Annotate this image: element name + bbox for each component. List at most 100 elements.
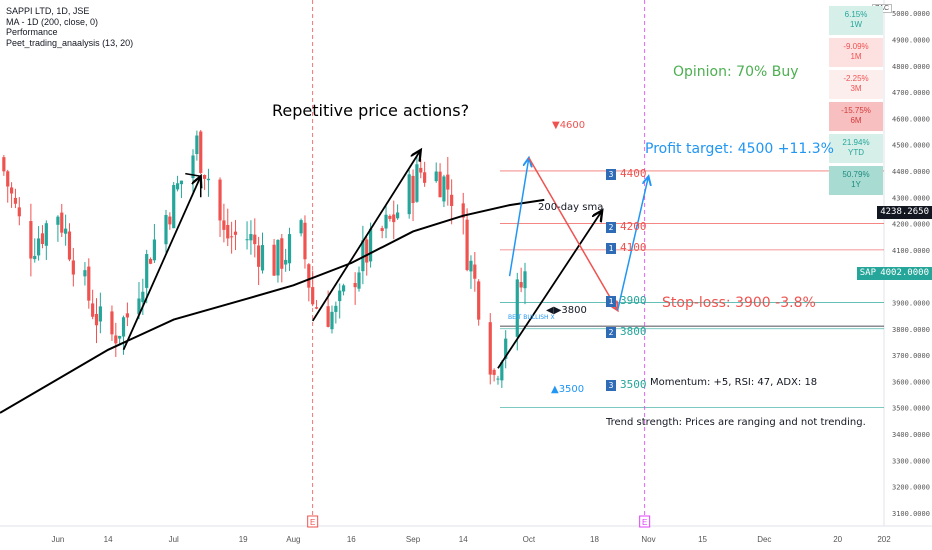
candle-body	[249, 234, 253, 241]
level-4100[interactable]: 1 4100	[606, 241, 647, 254]
candle-body	[411, 175, 415, 203]
candle-body	[164, 215, 168, 245]
candle-body	[388, 215, 392, 219]
candle-body	[98, 306, 102, 322]
candle-body	[450, 194, 454, 206]
trend-strength-annotation[interactable]: Trend strength: Prices are ranging and n…	[606, 417, 866, 428]
candle-body	[141, 291, 145, 303]
trend-arrow	[497, 210, 602, 369]
perf-value: -15.75%	[841, 106, 871, 115]
candle-body	[311, 287, 315, 305]
candle-body	[191, 155, 195, 179]
question-annotation[interactable]: Repetitive price actions?	[272, 101, 470, 120]
y-tick-label: 5000.0000	[892, 10, 930, 18]
candle-body	[330, 311, 334, 330]
momentum-annotation[interactable]: Momentum: +5, RSI: 47, ADX: 18	[650, 377, 818, 388]
projection-up-1	[508, 158, 529, 277]
candle-body	[434, 171, 438, 182]
candle-body	[299, 220, 303, 234]
y-tick-label: 3700.0000	[892, 352, 930, 360]
x-tick-label: Aug	[286, 535, 300, 544]
candle-body	[222, 220, 226, 230]
perf-period: YTD	[848, 148, 864, 157]
x-tick-label: 14	[459, 535, 468, 544]
candle-body	[56, 216, 60, 225]
sma-annotation[interactable]: 200-day sma	[538, 202, 604, 213]
level-4400[interactable]: 3 4400	[606, 167, 647, 180]
x-tick-label: Dec	[757, 535, 771, 544]
candle-body	[365, 239, 369, 263]
candle-body	[37, 238, 41, 256]
perf-value: 21.94%	[842, 138, 870, 147]
x-tick-label: 19	[239, 535, 248, 544]
level-text: 4100	[620, 241, 647, 254]
candle-body	[419, 167, 423, 173]
candle-body	[353, 282, 357, 288]
pivot-3800-annotation[interactable]: ◀▶3800	[546, 305, 587, 316]
y-tick-label: 4600.0000	[892, 115, 930, 123]
extreme-3500-annotation[interactable]: ▲3500	[551, 384, 585, 395]
candle-body	[202, 175, 207, 179]
level-box: 2	[606, 221, 616, 233]
level-text: 4200	[620, 220, 647, 233]
candle-body	[465, 219, 469, 271]
y-tick-label: 3200.0000	[892, 484, 930, 492]
perf-cell-6m: -15.75% 6M	[829, 102, 883, 131]
x-tick-label: 20	[833, 535, 842, 544]
candle-body	[469, 260, 473, 272]
perf-cell-1w: 6.15% 1W	[829, 6, 883, 35]
x-tick-label: 16	[347, 535, 356, 544]
ma-indicator-label[interactable]: MA - 1D (200, close, 0)	[6, 16, 99, 27]
perf-period: 6M	[850, 116, 862, 125]
symbol-label[interactable]: SAPPI LTD, 1D, JSE	[6, 6, 90, 16]
candle-body	[477, 281, 481, 320]
candle-body	[500, 362, 504, 381]
level-4200[interactable]: 2 4200	[606, 220, 647, 233]
event-flag-box	[639, 515, 651, 528]
level-box: 3	[606, 168, 616, 180]
custom-indicator-label[interactable]: Peet_trading_anaalysis (13, 20)	[6, 37, 134, 48]
candle-body	[334, 305, 338, 312]
candle-body	[6, 171, 10, 187]
last-price-tag: 4002.0000	[877, 267, 932, 280]
candle-body	[114, 335, 118, 344]
y-tick-label: 4100.0000	[892, 247, 930, 255]
y-tick-label: 3400.0000	[892, 431, 930, 439]
performance-indicator-label[interactable]: Performance	[6, 27, 58, 37]
candle-body	[276, 239, 280, 276]
candle-body	[91, 303, 95, 317]
y-tick-label: 3100.0000	[892, 510, 930, 518]
perf-value: -2.25%	[843, 74, 869, 83]
candle-body	[442, 176, 446, 202]
level-3900[interactable]: 1 3900	[606, 294, 647, 307]
extreme-4600-annotation[interactable]: ▼4600	[552, 120, 586, 131]
candle-body	[230, 236, 234, 238]
y-tick-label: 3500.0000	[892, 405, 930, 413]
arrow-hook	[185, 172, 202, 198]
candle-body	[168, 216, 172, 225]
level-3800[interactable]: 2 3800	[606, 325, 647, 338]
level-text: 3900	[620, 294, 647, 307]
candle-body	[195, 135, 199, 154]
candle-body	[121, 317, 126, 337]
candle-body	[504, 338, 508, 359]
perf-period: 1M	[850, 52, 862, 61]
x-tick-label: 15	[698, 535, 707, 544]
stop-loss-annotation[interactable]: Stop-loss: 3900 -3.8%	[662, 295, 816, 311]
candle-body	[392, 214, 396, 223]
candle-body	[384, 214, 388, 229]
candle-body	[226, 224, 230, 239]
x-tick-label: Jul	[169, 535, 179, 544]
candle-body	[206, 178, 211, 181]
candle-body	[175, 183, 180, 190]
opinion-annotation[interactable]: Opinion: 70% Buy	[673, 64, 799, 80]
profit-target-annotation[interactable]: Profit target: 4500 +11.3%	[645, 141, 834, 157]
candle-body	[71, 260, 75, 275]
candle-body	[2, 157, 6, 172]
candle-body	[110, 311, 114, 335]
candle-body	[361, 240, 365, 272]
chart-legend: SAPPI LTD, 1D, JSE MA - 1D (200, close, …	[6, 6, 133, 48]
y-tick-label: 4300.0000	[892, 194, 930, 202]
level-3500[interactable]: 3 3500	[606, 378, 647, 391]
